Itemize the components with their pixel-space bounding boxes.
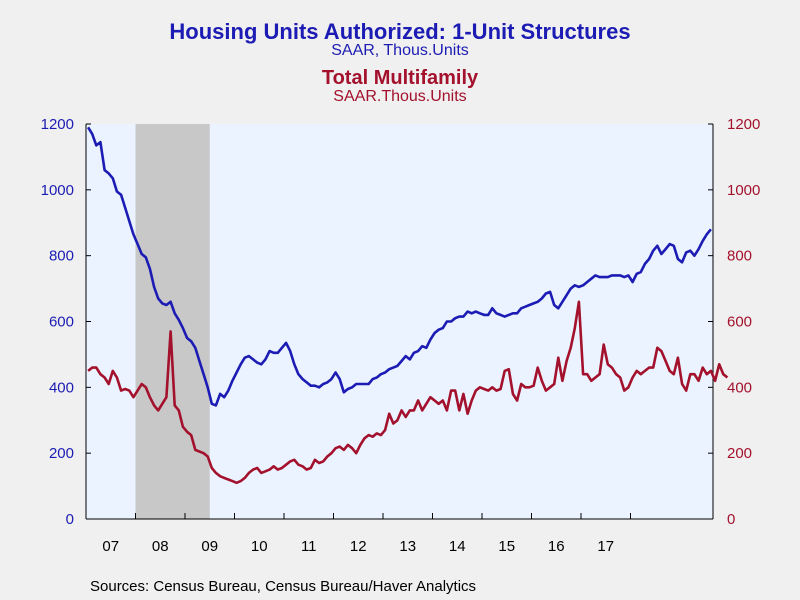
right-tick-label: 0 [727, 511, 735, 528]
right-tick-label: 800 [727, 248, 752, 265]
right-tick-label: 1200 [727, 116, 760, 133]
recession-shading [135, 124, 210, 519]
x-tick-label: 14 [449, 538, 466, 555]
right-tick-label: 1000 [727, 182, 760, 199]
series-line-total-multifamily [87, 300, 729, 485]
x-tick-label: 07 [102, 538, 119, 555]
left-tick-label: 200 [49, 445, 74, 462]
x-tick-label: 12 [350, 538, 367, 555]
left-tick-label: 600 [49, 314, 74, 331]
right-tick-label: 600 [727, 314, 752, 331]
chart-title-primary: Housing Units Authorized: 1-Unit Structu… [169, 19, 631, 44]
chart-subtitle-secondary: SAAR.Thous.Units [333, 88, 467, 105]
chart-title-secondary: Total Multifamily [321, 67, 479, 89]
x-tick-label: 08 [152, 538, 169, 555]
series-line-1-unit-structures [86, 126, 712, 407]
x-tick-label: 17 [597, 538, 614, 555]
x-tick-label: 16 [548, 538, 565, 555]
x-tick-label: 10 [251, 538, 268, 555]
sources-note: Sources: Census Bureau, Census Bureau/Ha… [90, 578, 477, 595]
x-tick-label: 13 [399, 538, 416, 555]
x-tick-label: 11 [301, 538, 317, 555]
chart-subtitle-primary: SAAR, Thous.Units [331, 42, 469, 59]
left-tick-label: 0 [66, 511, 74, 528]
left-tick-label: 400 [49, 379, 74, 396]
left-tick-label: 1000 [41, 182, 74, 199]
x-tick-label: 15 [498, 538, 515, 555]
left-tick-label: 800 [49, 248, 74, 265]
right-tick-label: 200 [727, 445, 752, 462]
x-tick-label: 09 [201, 538, 218, 555]
left-tick-label: 1200 [41, 116, 74, 133]
right-tick-label: 400 [727, 379, 752, 396]
